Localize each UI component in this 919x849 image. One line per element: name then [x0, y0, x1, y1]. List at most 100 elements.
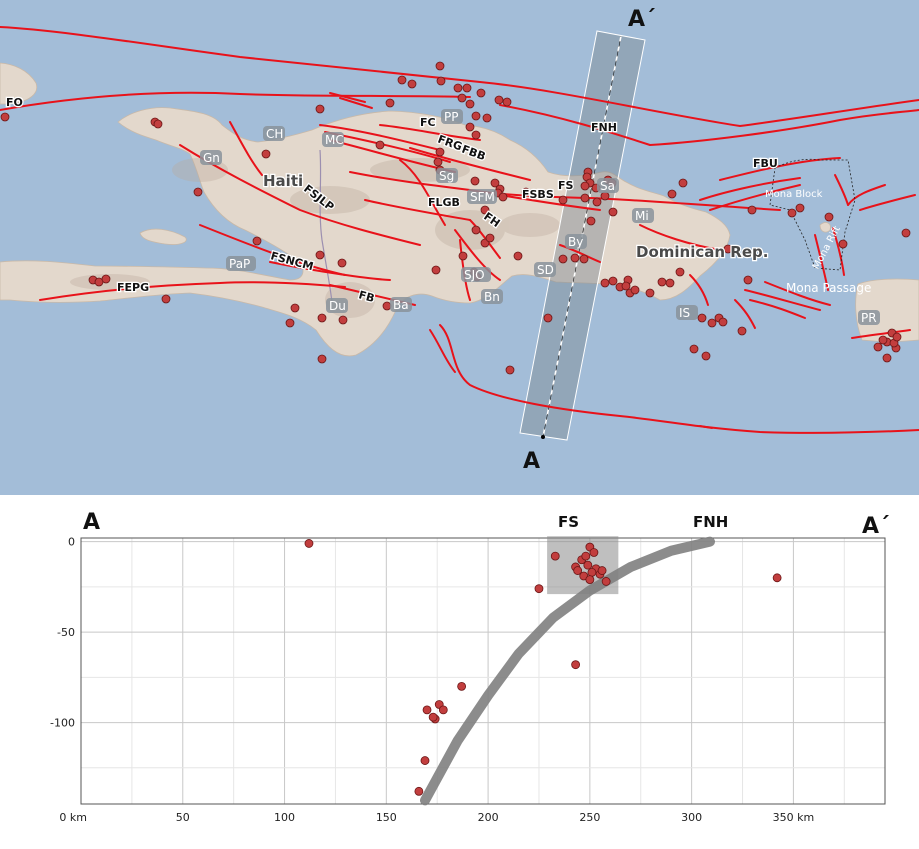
map-label-by: By	[568, 235, 583, 249]
map-label-bg	[467, 189, 497, 204]
earthquake-marker	[558, 195, 568, 205]
map-label-bg	[326, 298, 348, 313]
earthquake-marker	[718, 317, 728, 327]
map-label-fs: FS	[558, 179, 574, 192]
border	[319, 149, 333, 303]
y-tick-label: 0	[68, 536, 75, 549]
map-label-sjo: SJO	[464, 268, 485, 282]
map-label-sd: SD	[537, 263, 554, 277]
plot-frame	[80, 537, 886, 805]
earthquake-marker	[747, 205, 757, 215]
earthquake-marker	[586, 216, 596, 226]
earthquake-marker	[697, 313, 707, 323]
earthquake-marker	[892, 332, 902, 342]
hypocenter-point	[420, 756, 430, 765]
hypocenter-point	[772, 573, 782, 583]
map-label-fc: FC	[420, 116, 436, 129]
map-label-fnh: FNH	[591, 121, 617, 134]
earthquake-marker	[193, 187, 203, 197]
section-label-fnh: FNH	[693, 513, 728, 531]
earthquake-marker	[580, 181, 590, 191]
earthquake-marker	[600, 191, 610, 201]
map-label-bg	[390, 297, 412, 312]
hypocenter-point	[585, 575, 595, 585]
map-label-bg	[200, 150, 222, 165]
earthquake-marker	[470, 176, 480, 186]
earthquake-marker	[482, 113, 492, 123]
earthquake-marker	[838, 239, 848, 249]
hypocenter-point	[601, 577, 611, 586]
x-tick-label: 300	[681, 811, 702, 824]
hypocenter-point	[457, 681, 467, 691]
earthquake-marker	[252, 236, 262, 246]
earthquake-marker	[558, 254, 568, 264]
earthquake-marker	[645, 288, 655, 298]
map-label-dominican-rep-: Dominican Rep.	[636, 243, 768, 261]
earthquake-marker	[743, 275, 753, 285]
earthquake-marker	[476, 88, 486, 98]
earthquake-marker	[580, 193, 590, 203]
earthquake-marker	[161, 294, 171, 304]
earthquake-marker	[375, 140, 385, 150]
map-label-mona-passage: Mona Passage	[786, 281, 871, 295]
map-label-bg	[436, 168, 458, 183]
x-tick-label: 100	[274, 811, 295, 824]
earthquake-marker	[873, 342, 883, 352]
earthquake-marker	[665, 278, 675, 288]
map-label-pp: PP	[444, 110, 458, 124]
map-label-bg	[676, 305, 698, 320]
cross-section-panel[interactable]: 0 km 50 100 150 200 250 300 350 km 0 -50 -100 A A…	[0, 495, 919, 849]
map-label-bg	[565, 234, 587, 249]
earthquake-marker	[689, 344, 699, 354]
gonave-island	[139, 228, 187, 245]
section-endpoint-a-prime: A´	[862, 514, 890, 539]
hypocenter-point	[589, 548, 599, 557]
earthquake-marker	[502, 97, 512, 107]
hypocenter-point	[414, 786, 424, 796]
earthquake-marker	[431, 265, 441, 275]
map-label-bn: Bn	[484, 290, 500, 304]
earthquake-marker	[435, 61, 445, 71]
map-panel[interactable]: Haiti Dominican Rep. Mona Passage Mona Bloc…	[0, 0, 919, 495]
hypocenter-point	[304, 539, 314, 548]
earthquake-marker	[570, 253, 580, 263]
map-label-bg	[461, 267, 491, 282]
earthquake-marker	[315, 104, 325, 114]
hypocenter-point	[581, 551, 591, 561]
earthquake-marker	[317, 313, 327, 323]
earthquake-marker	[667, 189, 677, 199]
hypocenter-point	[587, 567, 597, 577]
map-label-fb: FB	[357, 288, 376, 305]
earthquake-marker	[707, 318, 717, 328]
earthquake-marker	[465, 122, 475, 132]
earthquake-marker	[290, 303, 300, 313]
earthquake-marker	[600, 278, 610, 288]
hypocenter-point	[438, 705, 448, 715]
x-tick-label: 250	[579, 811, 600, 824]
earthquake-marker	[338, 315, 348, 325]
map-label-bg	[632, 208, 654, 223]
map-label-fbu: FBU	[753, 157, 778, 170]
map-label-mc: MC	[325, 133, 344, 147]
earthquake-marker	[462, 83, 472, 93]
earthquake-marker	[471, 111, 481, 121]
map-label-fsbs: FSBS	[522, 188, 554, 201]
earthquake-marker	[737, 326, 747, 336]
earthquake-marker	[878, 335, 888, 345]
earthquake-marker	[505, 365, 515, 375]
mona-island	[819, 222, 831, 233]
hypocenter-point	[422, 705, 432, 715]
earthquake-marker	[385, 98, 395, 108]
earthquake-marker	[407, 79, 417, 89]
earthquake-marker	[153, 119, 163, 129]
earthquake-marker	[397, 75, 407, 85]
section-endpoint-a: A	[83, 510, 100, 535]
map-label-bg	[858, 310, 880, 325]
earthquake-marker	[630, 285, 640, 295]
earthquake-marker	[315, 250, 325, 260]
map-label-is: IS	[679, 306, 690, 320]
hypocenter-point	[428, 712, 438, 722]
map-label-bg	[226, 256, 256, 271]
earthquake-marker	[513, 251, 523, 261]
x-tick-label: 0 km	[59, 811, 87, 824]
